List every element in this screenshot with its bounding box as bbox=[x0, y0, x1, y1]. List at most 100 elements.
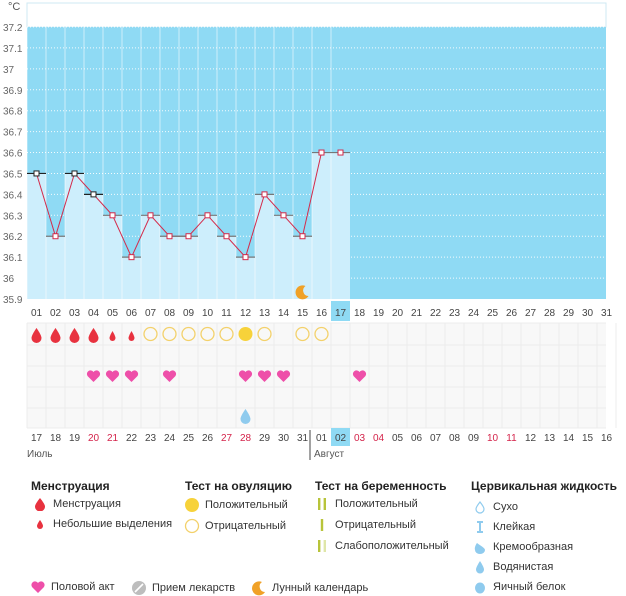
legend-pregnancy-positive[interactable]: Положительный bbox=[313, 497, 418, 511]
small-drop-icon bbox=[31, 518, 49, 530]
temperature-point bbox=[223, 233, 230, 240]
date-label: 11 bbox=[506, 433, 517, 444]
heart-icon bbox=[352, 370, 367, 382]
legend-ovulation-negative[interactable]: Отрицательный bbox=[183, 518, 286, 534]
plot-area bbox=[26, 2, 607, 299]
ovulation-positive-icon bbox=[183, 497, 201, 513]
date-label: 16 bbox=[601, 433, 613, 444]
cycle-day-label: 13 bbox=[259, 308, 271, 319]
date-label: 05 bbox=[392, 433, 404, 444]
temperature-bar bbox=[274, 215, 293, 299]
y-tick-label: 35.9 bbox=[3, 295, 23, 306]
legend-cervical-dry[interactable]: Сухо bbox=[471, 500, 518, 514]
y-tick-label: 37 bbox=[3, 65, 15, 76]
legend-menstruation-title: Менструация bbox=[31, 479, 110, 493]
date-label: 25 bbox=[183, 433, 195, 444]
legend-label: Небольшие выделения bbox=[53, 518, 173, 530]
dry-drop-icon bbox=[471, 500, 489, 514]
ovulation-negative-icon bbox=[257, 326, 272, 342]
y-tick-label: 36.1 bbox=[3, 253, 23, 264]
cycle-day-label: 05 bbox=[107, 308, 119, 319]
temperature-bar bbox=[160, 236, 179, 299]
legend-cervical-sticky[interactable]: Клейкая bbox=[471, 520, 535, 534]
legend-spotting-item[interactable]: Небольшие выделения bbox=[31, 518, 172, 530]
legend-intercourse[interactable]: Половой акт bbox=[29, 580, 115, 594]
temperature-bar bbox=[255, 194, 274, 299]
legend-label: Половой акт bbox=[51, 581, 115, 593]
cycle-day-label: 20 bbox=[392, 308, 404, 319]
legend-lunar[interactable]: Лунный календарь bbox=[250, 580, 368, 596]
cycle-day-label: 30 bbox=[582, 308, 594, 319]
legend-pregnancy-faint[interactable]: Слабоположительный bbox=[313, 539, 449, 553]
cycle-day-label: 17 bbox=[335, 308, 347, 319]
legend-medication[interactable]: Прием лекарств bbox=[130, 580, 235, 596]
date-label: 19 bbox=[69, 433, 81, 444]
y-tick-label: 37.2 bbox=[3, 23, 23, 34]
cycle-day-label: 07 bbox=[145, 308, 157, 319]
legend-ovulation-title: Тест на овуляцию bbox=[185, 479, 292, 493]
temperature-bar bbox=[46, 236, 65, 299]
y-tick-label: 36.8 bbox=[3, 107, 23, 118]
moon-icon bbox=[295, 285, 309, 300]
legend-pregnancy-negative[interactable]: Отрицательный bbox=[313, 518, 416, 532]
legend-label: Положительный bbox=[335, 498, 418, 510]
legend-cervical-creamy[interactable]: Кремообразная bbox=[471, 540, 573, 554]
y-tick-label: 36.6 bbox=[3, 149, 23, 160]
pregnancy-negative-icon bbox=[313, 518, 331, 532]
cycle-day-label: 23 bbox=[449, 308, 461, 319]
y-tick-label: 36 bbox=[3, 274, 15, 285]
cycle-day-label: 03 bbox=[69, 308, 81, 319]
cycle-day-label: 25 bbox=[487, 308, 499, 319]
date-label: 28 bbox=[240, 433, 252, 444]
date-label: 14 bbox=[563, 433, 575, 444]
temperature-point bbox=[261, 191, 268, 198]
legend-cervical-eggwhite[interactable]: Яичный белок bbox=[471, 580, 565, 594]
date-label: 20 bbox=[88, 433, 100, 444]
cycle-day-label: 24 bbox=[468, 308, 480, 319]
pill-icon bbox=[130, 580, 148, 596]
date-label: 21 bbox=[107, 433, 119, 444]
cycle-day-axis: 01 02 03 04 05 06 07 08 09 10 11 12 13 14 15 16 17 18 19 20… bbox=[27, 300, 612, 322]
legend-cervical-watery[interactable]: Водянистая bbox=[471, 560, 553, 574]
date-label: 31 bbox=[297, 433, 309, 444]
temperature-point bbox=[71, 170, 78, 177]
cycle-day-label: 19 bbox=[373, 308, 385, 319]
blood-drop-icon bbox=[88, 328, 99, 343]
legend-label: Клейкая bbox=[493, 521, 536, 533]
temperature-point bbox=[280, 212, 287, 219]
temperature-bar bbox=[293, 236, 312, 299]
legend-ovulation-positive[interactable]: Положительный bbox=[183, 497, 288, 513]
date-label: 10 bbox=[487, 433, 499, 444]
y-tick-label: 36.4 bbox=[3, 190, 23, 201]
ovulation-negative-icon bbox=[314, 326, 329, 342]
temperature-bar bbox=[198, 215, 217, 299]
cycle-day-label: 08 bbox=[164, 308, 176, 319]
creamy-drop-icon bbox=[471, 540, 489, 554]
temperature-point bbox=[299, 233, 306, 240]
temperature-point bbox=[166, 233, 173, 240]
y-tick-label: 36.7 bbox=[3, 128, 23, 139]
legend-label: Положительный bbox=[205, 499, 288, 511]
cycle-day-label: 06 bbox=[126, 308, 138, 319]
date-label: 15 bbox=[582, 433, 594, 444]
cycle-day-label: 04 bbox=[88, 308, 100, 319]
date-label: 07 bbox=[430, 433, 442, 444]
current-day-highlight bbox=[331, 301, 350, 321]
cycle-day-label: 29 bbox=[563, 308, 575, 319]
ovulation-negative-icon bbox=[162, 326, 177, 342]
date-label: 18 bbox=[50, 433, 62, 444]
heart-icon bbox=[276, 370, 291, 382]
date-label: 08 bbox=[449, 433, 461, 444]
eggwhite-drop-icon bbox=[471, 580, 489, 594]
cycle-day-label: 11 bbox=[221, 308, 232, 319]
cycle-day-label: 09 bbox=[183, 308, 195, 319]
blood-drop-icon bbox=[50, 328, 61, 343]
small-drop-icon bbox=[128, 331, 135, 341]
temperature-point bbox=[52, 233, 59, 240]
legend-menstruation-item[interactable]: Менструация bbox=[31, 497, 121, 511]
date-label: 04 bbox=[373, 433, 385, 444]
month-label: Июль bbox=[27, 449, 53, 460]
date-label: 09 bbox=[468, 433, 480, 444]
temperature-bar bbox=[141, 215, 160, 299]
bbt-chart: 37.2 37.1 37 36.9 36.8 36.7 36.6 36.5 36.4 36.3 36… bbox=[3, 1, 617, 460]
